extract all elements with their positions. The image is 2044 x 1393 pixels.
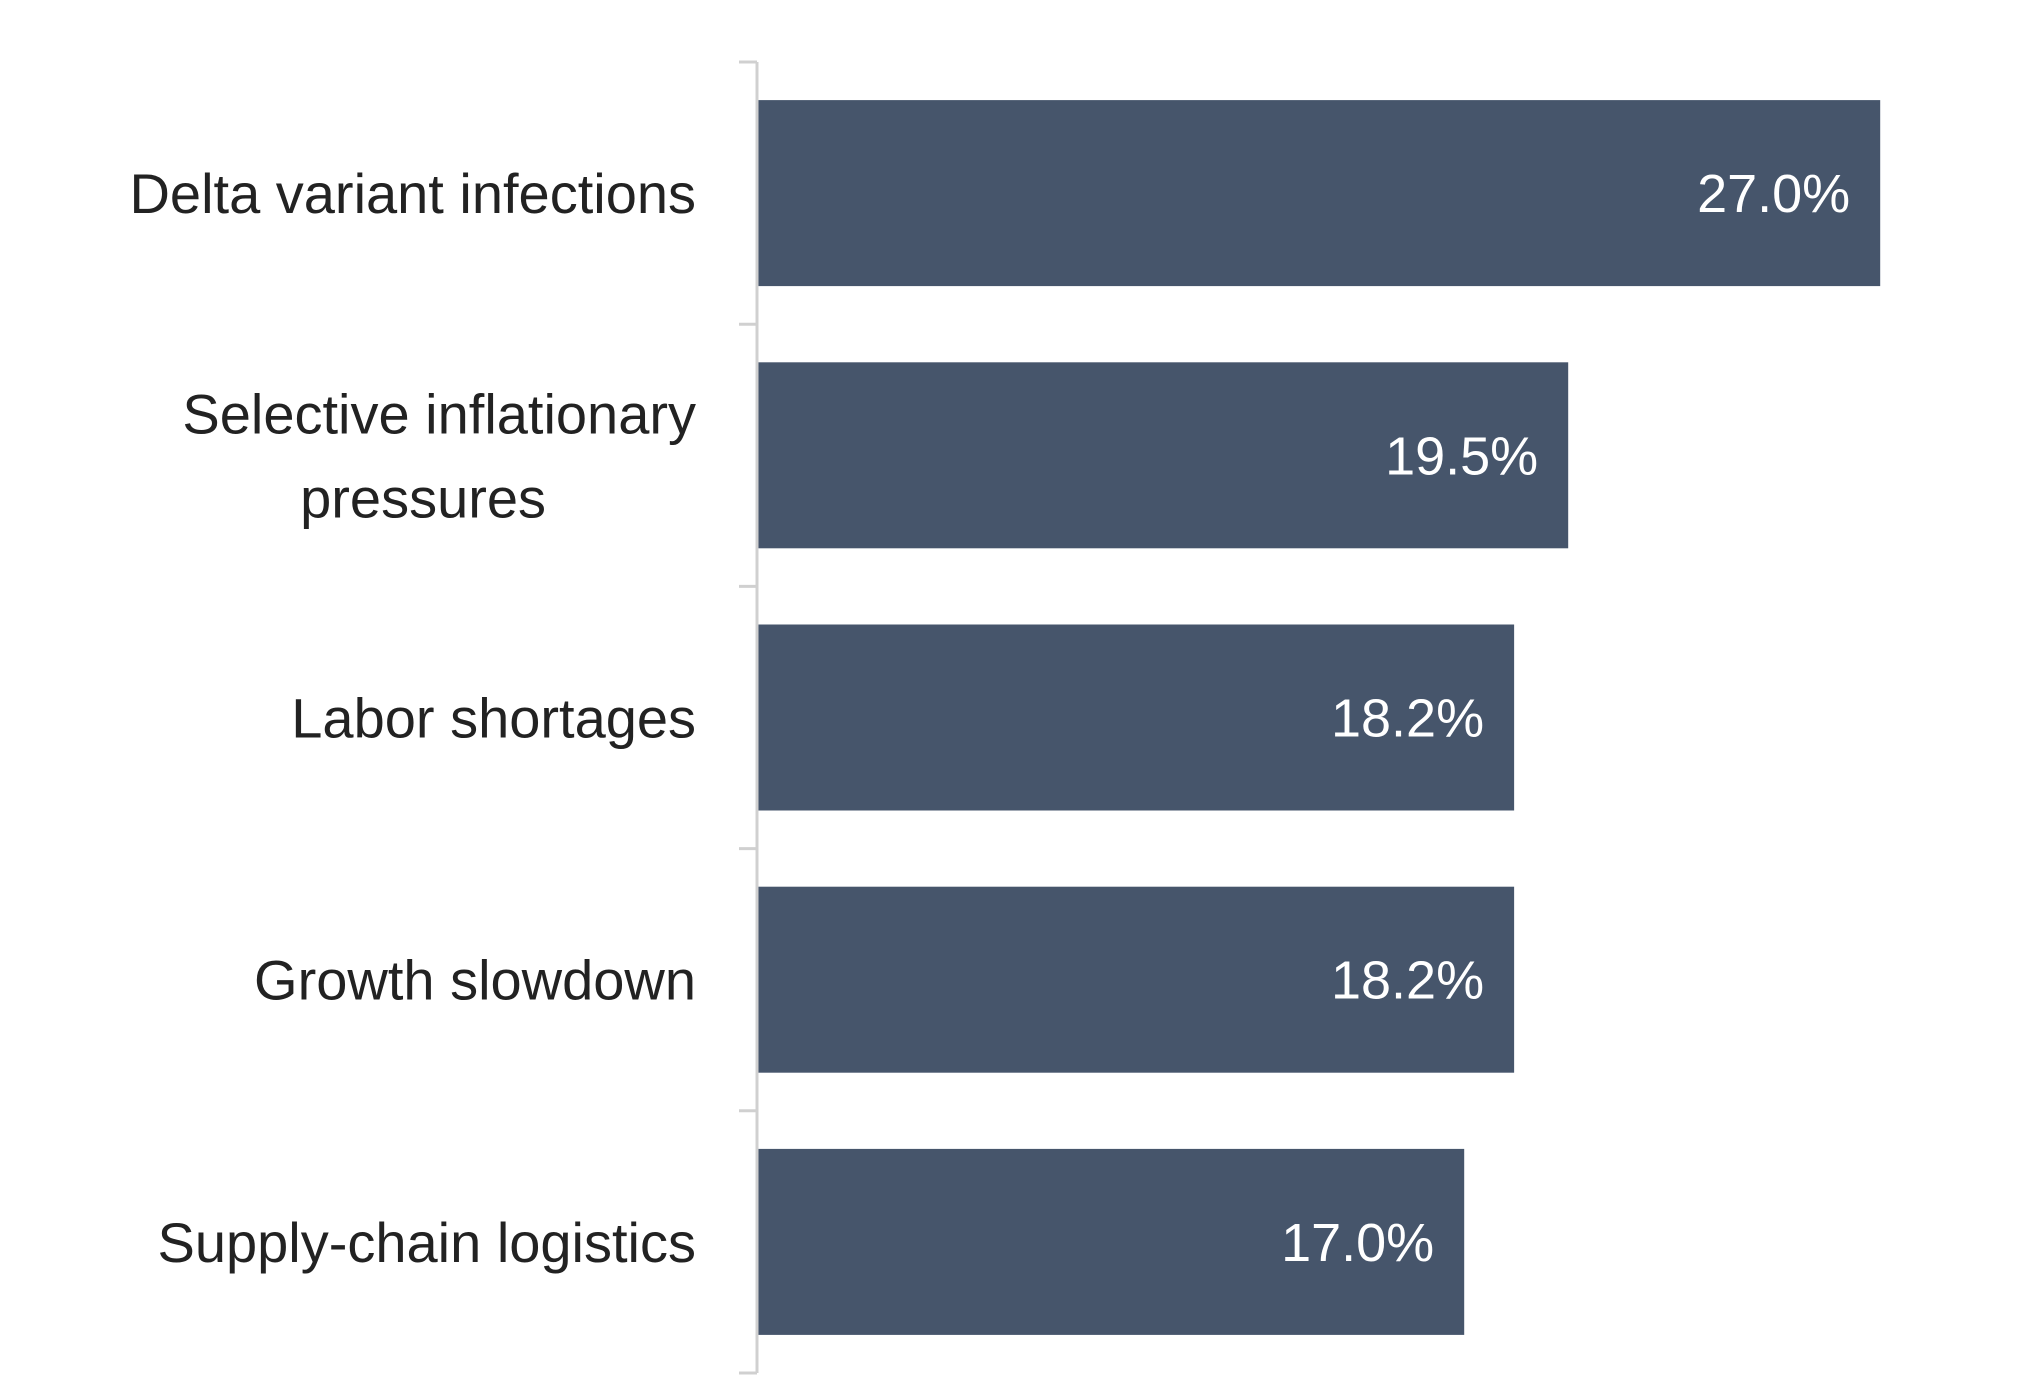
category-label: Growth slowdown (254, 949, 696, 1012)
data-label: 27.0% (1697, 164, 1850, 224)
value-labels: 27.0% 19.5% 18.2% 18.2% 17.0% (1281, 164, 1850, 1273)
category-label: Supply-chain logistics (158, 1211, 696, 1274)
data-label: 18.2% (1331, 951, 1484, 1011)
category-label: Selective inflationary pressures (182, 382, 696, 529)
bars-layer (757, 100, 1881, 1335)
category-label-line: Labor shortages (291, 687, 696, 750)
bar (757, 1148, 1465, 1335)
category-label-line: Growth slowdown (254, 949, 696, 1012)
category-label-line: Delta variant infections (129, 162, 696, 225)
category-label-line: Selective inflationary (182, 382, 696, 445)
bar (757, 362, 1569, 549)
data-label: 19.5% (1385, 426, 1538, 486)
data-label: 18.2% (1331, 689, 1484, 749)
category-labels: Delta variant infections Selective inflat… (129, 162, 696, 1274)
category-label-line: Supply-chain logistics (158, 1211, 696, 1274)
bar (757, 886, 1515, 1073)
bar (757, 624, 1515, 811)
category-axis (739, 60, 759, 1375)
data-label: 17.0% (1281, 1213, 1434, 1273)
category-label-line: pressures (300, 466, 546, 529)
category-label: Delta variant infections (129, 162, 696, 225)
category-label: Labor shortages (291, 687, 696, 750)
bar (757, 100, 1881, 287)
